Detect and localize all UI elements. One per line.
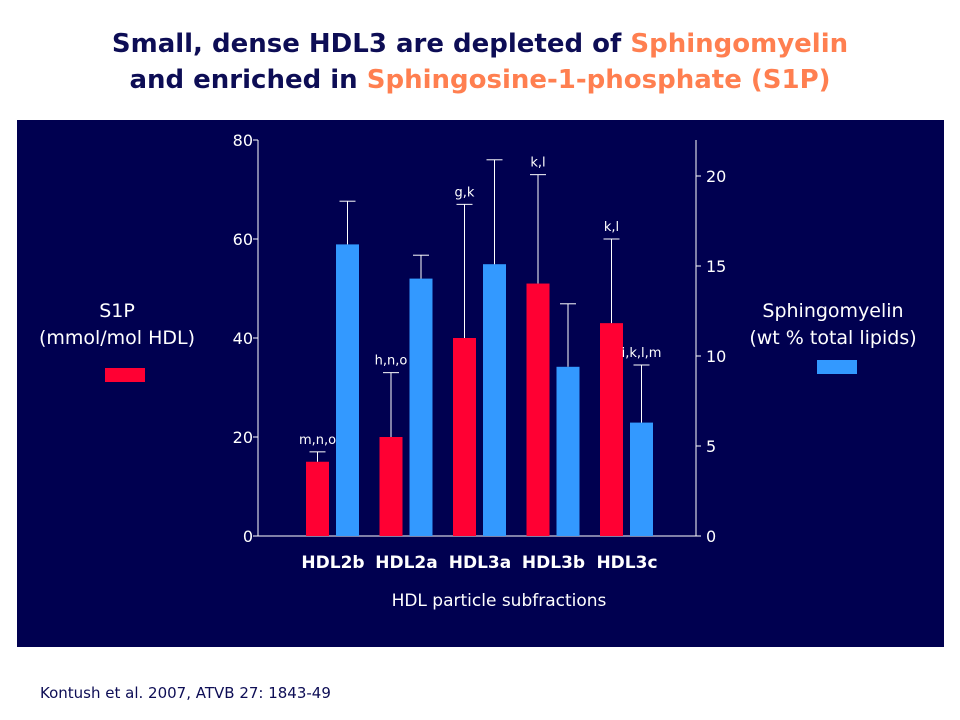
s1p-bar (600, 323, 623, 536)
slide-title: Small, dense HDL3 are depleted of Sphing… (0, 26, 960, 98)
s1p-bar (306, 461, 329, 536)
s1p-legend-swatch (105, 368, 145, 382)
x-axis-title: HDL particle subfractions (392, 591, 607, 611)
left-legend-unit: (mmol/mol HDL) (38, 327, 196, 349)
title-line-1: Small, dense HDL3 are depleted of Sphing… (0, 26, 960, 62)
right-legend-title: Sphingomyelin (762, 300, 904, 322)
sphingomyelin-bar (336, 244, 359, 536)
sphingomyelin-bar (630, 422, 653, 536)
category-label: HDL2b (301, 553, 364, 573)
category-label: HDL3a (449, 553, 511, 573)
title-line-1-highlight: Sphingomyelin (630, 29, 849, 59)
s1p-bar (379, 437, 403, 536)
left-tick-label: 60 (233, 230, 253, 249)
sphingomyelin-bar (556, 366, 580, 536)
right-legend-unit: (wt % total lipids) (749, 327, 917, 349)
sphingomyelin-legend-swatch (817, 360, 857, 374)
left-legend: S1P (mmol/mol HDL) (27, 298, 207, 352)
left-tick-label: 40 (233, 329, 253, 348)
left-tick-label: 20 (233, 428, 253, 447)
s1p-bar (526, 283, 550, 536)
category-label: HDL3b (522, 553, 585, 573)
chart-panel: 0 20 40 60 80 0 5 10 15 20 HDL2b HDL2a HDL3a HDL3b HDL… (17, 120, 944, 647)
left-tick-label: 0 (243, 527, 253, 546)
right-tick-label: 0 (706, 527, 716, 546)
significance-annotation: h,n,o (375, 354, 408, 369)
left-legend-title: S1P (99, 300, 135, 322)
left-tick-label: 80 (233, 131, 253, 150)
bar-chart: 0 20 40 60 80 0 5 10 15 20 HDL2b HDL2a HDL3a HDL3b HDL… (233, 131, 727, 611)
right-tick-label: 5 (706, 437, 716, 456)
category-label: HDL3c (596, 553, 657, 573)
sphingomyelin-bar (409, 278, 433, 536)
citation: Kontush et al. 2007, ATVB 27: 1843-49 (40, 684, 331, 702)
sphingomyelin-bar (483, 264, 506, 536)
right-tick-label: 10 (706, 347, 726, 366)
significance-annotation: k,l (530, 156, 545, 171)
right-tick-label: 20 (706, 167, 726, 186)
title-line-2-text: and enriched in (129, 65, 367, 95)
significance-annotation: i,k,l,m (622, 346, 662, 361)
category-label: HDL2a (375, 553, 437, 573)
s1p-bar (453, 338, 476, 536)
title-line-2: and enriched in Sphingosine-1-phosphate … (0, 62, 960, 98)
right-tick-label: 15 (706, 257, 726, 276)
title-line-2-highlight: Sphingosine-1-phosphate (S1P) (366, 65, 831, 95)
significance-annotation: k,l (604, 220, 619, 235)
title-line-1-text: Small, dense HDL3 are depleted of (111, 29, 631, 59)
right-legend: Sphingomyelin (wt % total lipids) (727, 298, 939, 352)
significance-annotation: g,k (455, 185, 475, 200)
significance-annotation: m,n,o (299, 433, 336, 448)
